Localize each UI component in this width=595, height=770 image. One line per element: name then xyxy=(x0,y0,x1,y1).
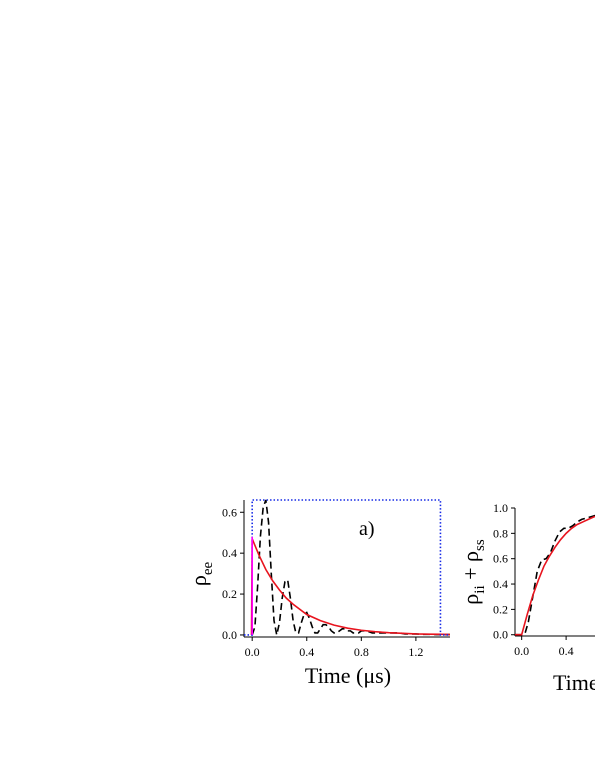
x-tick-label: 0.0 xyxy=(514,644,529,658)
y-axis-label-subscript: ss xyxy=(472,539,488,551)
y-tick-label: 0.4 xyxy=(493,577,508,591)
y-tick-label: 0.8 xyxy=(493,526,508,540)
y-axis-label: ρii + ρss xyxy=(458,539,488,605)
x-tick-label: 1.2 xyxy=(408,645,423,659)
y-axis-label-symbol: ρ xyxy=(458,551,483,562)
y-tick-label: 0.2 xyxy=(493,602,508,616)
x-tick-label: 0.0 xyxy=(245,645,260,659)
x-tick-label: 0.4 xyxy=(559,644,574,658)
y-tick-label: 0.4 xyxy=(222,546,237,560)
x-axis-label: Time (μs) xyxy=(305,663,391,688)
x-tick-label: 0.4 xyxy=(299,645,314,659)
y-tick-label: 0.6 xyxy=(222,505,237,519)
solid-series-line xyxy=(250,538,450,636)
dashed-series-line xyxy=(515,514,595,636)
series-group xyxy=(244,499,450,636)
y-tick-label: 0.2 xyxy=(222,587,237,601)
x-tick-label: 0.8 xyxy=(354,645,369,659)
panel-a-chart: 0.0 0.2 0.4 0.6 0.0 0.4 0.8 1.2 a) Time (μs) ρee xyxy=(186,499,450,688)
y-tick-label: 0.0 xyxy=(493,628,508,642)
panel-label: a) xyxy=(359,518,375,540)
y-axis-label-symbol: ρ xyxy=(458,594,483,605)
y-axis-label-subscript: ii xyxy=(472,585,488,593)
dotted-series-line xyxy=(244,499,450,636)
y-axis-label-subscript: ee xyxy=(200,562,216,576)
series-group xyxy=(515,514,595,636)
y-tick-label: 0.0 xyxy=(222,628,237,642)
solid-series-line xyxy=(515,515,595,636)
y-axis-label-plus: + xyxy=(458,562,483,585)
dashed-series-line xyxy=(251,499,450,636)
y-tick-label: 1.0 xyxy=(493,501,508,515)
y-tick-label: 0.6 xyxy=(493,552,508,566)
x-axis-label: Time xyxy=(553,670,595,695)
y-axis-label-symbol: ρ xyxy=(186,575,211,586)
y-axis-label: ρee xyxy=(186,562,216,587)
